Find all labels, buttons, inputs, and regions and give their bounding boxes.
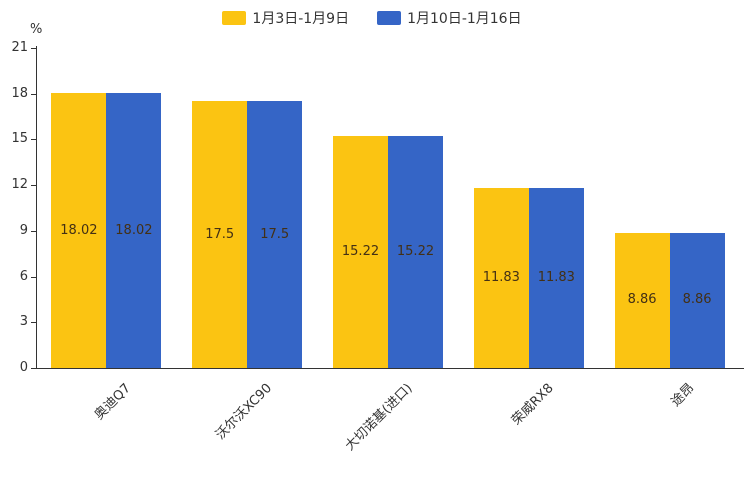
legend-swatch-week2-icon <box>377 11 402 25</box>
y-tick-mark <box>31 48 36 49</box>
y-tick-mark <box>31 276 36 278</box>
y-tick-mark <box>31 322 36 324</box>
x-category-label: 荣威RX8 <box>508 380 557 429</box>
y-tick-label: 21 <box>11 40 28 55</box>
y-tick-label: 9 <box>19 222 28 238</box>
y-tick-mark <box>31 93 36 95</box>
y-tick-mark <box>31 139 36 141</box>
bar-value-label: 8.86 <box>627 292 657 308</box>
legend-item-week2[interactable]: 1月10日-1月16日 <box>377 8 522 28</box>
chart-legend: 1月3日-1月9日 1月10日-1月16日 <box>0 8 744 28</box>
y-tick-mark <box>31 368 36 369</box>
y-axis-unit-label: % <box>30 22 43 37</box>
x-category-label: 沃尔沃XC90 <box>212 380 275 443</box>
bar-series2-大切诺基(进口) <box>388 136 443 368</box>
bar-value-label: 8.86 <box>682 292 712 308</box>
legend-label-week2: 1月10日-1月16日 <box>407 11 522 27</box>
y-tick-label: 6 <box>19 268 28 284</box>
legend-item-week1[interactable]: 1月3日-1月9日 <box>222 8 349 28</box>
bar-series2-途昂 <box>669 232 725 368</box>
y-axis-line <box>36 46 37 368</box>
x-category-label: 大切诺基(进口) <box>342 380 416 454</box>
bar-series1-沃尔沃XC90 <box>192 101 248 368</box>
bar-value-label: 15.22 <box>396 244 435 260</box>
y-tick-label: 12 <box>11 177 28 193</box>
bar-value-label: 11.83 <box>537 269 575 285</box>
x-axis-line <box>36 368 744 369</box>
bar-series1-途昂 <box>614 232 670 368</box>
bar-series2-奥迪Q7 <box>106 93 162 368</box>
bar-series2-沃尔沃XC90 <box>247 101 303 368</box>
bar-value-label: 17.5 <box>260 226 290 242</box>
bar-value-label: 15.22 <box>341 244 380 260</box>
x-category-label: 奥迪Q7 <box>91 380 134 423</box>
bar-value-label: 17.5 <box>205 226 235 242</box>
bar-series1-奥迪Q7 <box>51 93 107 368</box>
y-tick-label: 15 <box>11 131 28 147</box>
y-tick-mark <box>31 230 36 232</box>
y-tick-label: 18 <box>11 85 28 101</box>
y-tick-label: 3 <box>19 314 28 330</box>
bar-series1-大切诺基(进口) <box>333 136 388 368</box>
x-category-label: 途昂 <box>668 380 698 410</box>
y-tick-label: 0 <box>19 360 28 375</box>
bar-series2-荣威RX8 <box>528 187 584 368</box>
bar-value-label: 18.02 <box>115 222 153 238</box>
legend-label-week1: 1月3日-1月9日 <box>252 11 350 27</box>
bar-value-label: 11.83 <box>482 269 520 285</box>
bar-value-label: 18.02 <box>60 222 98 238</box>
legend-swatch-week1-icon <box>222 11 247 25</box>
bar-series1-荣威RX8 <box>473 187 529 368</box>
y-tick-mark <box>31 185 36 187</box>
